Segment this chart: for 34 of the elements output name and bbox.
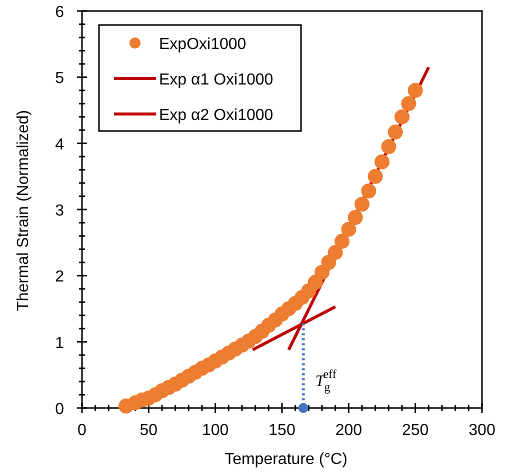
x-tick-label: 100 bbox=[202, 422, 229, 439]
point bbox=[341, 222, 356, 237]
point bbox=[401, 96, 416, 112]
y-tick-label: 5 bbox=[55, 70, 64, 88]
x-tick-label: 300 bbox=[468, 422, 496, 439]
point bbox=[334, 234, 350, 249]
point bbox=[381, 139, 396, 154]
point bbox=[374, 154, 390, 170]
y-axis-title: Thermal Strain (Normalized) bbox=[15, 110, 32, 311]
legend-label: ExpOxi1000 bbox=[159, 36, 246, 53]
point bbox=[321, 254, 336, 270]
y-tick-label: 2 bbox=[55, 268, 64, 286]
x-tick-label: 250 bbox=[402, 422, 429, 439]
y-tick-label: 1 bbox=[55, 334, 64, 352]
y-tick-label: 4 bbox=[55, 136, 64, 154]
x-axis-title: Temperature (°C) bbox=[224, 451, 348, 468]
x-tick-label: 200 bbox=[335, 422, 362, 439]
point bbox=[354, 196, 370, 212]
legend-label: Exp α2 Oxi1000 bbox=[159, 107, 274, 124]
x-tick-label: 150 bbox=[268, 422, 296, 439]
legend-label: Exp α1 Oxi1000 bbox=[159, 72, 274, 88]
point bbox=[408, 82, 423, 98]
point bbox=[388, 124, 403, 140]
y-tick-label: 3 bbox=[55, 202, 64, 220]
y-tick-label: 0 bbox=[55, 401, 64, 418]
y-tick-label: 6 bbox=[55, 4, 64, 21]
x-tick-label: 50 bbox=[140, 422, 158, 439]
point bbox=[328, 245, 343, 260]
point bbox=[298, 403, 308, 413]
point bbox=[368, 168, 383, 184]
point bbox=[348, 210, 363, 225]
point bbox=[361, 183, 376, 198]
x-tick-label: 0 bbox=[78, 422, 87, 439]
point bbox=[394, 109, 410, 124]
